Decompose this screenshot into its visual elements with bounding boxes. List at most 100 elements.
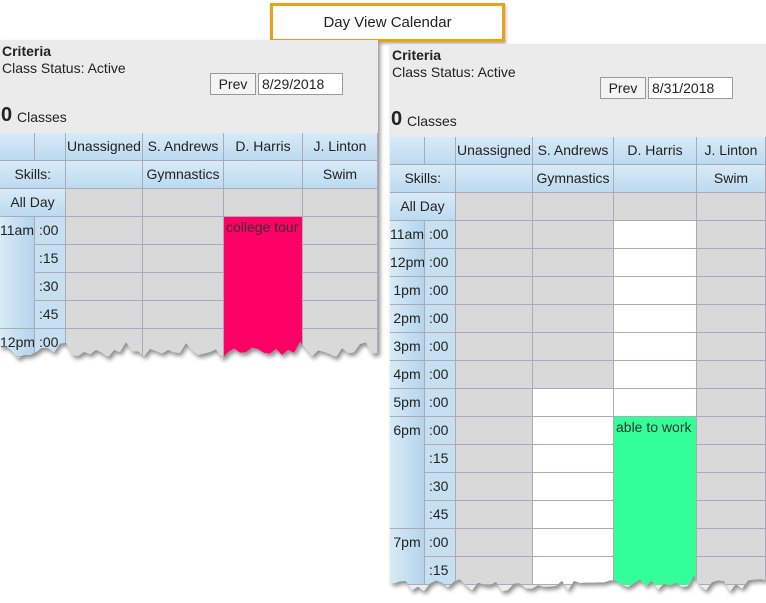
slot-cell bbox=[533, 417, 614, 445]
date-input[interactable]: 8/29/2018 bbox=[258, 73, 343, 95]
slot-cell bbox=[143, 245, 224, 273]
minute-label: :15 bbox=[35, 245, 66, 273]
slot-cell bbox=[614, 249, 697, 277]
minute-label: :00 bbox=[425, 361, 456, 389]
slot-cell bbox=[456, 277, 533, 305]
minute-label: :15 bbox=[425, 557, 456, 585]
slot-cell bbox=[456, 557, 533, 585]
skill-cell: Swim bbox=[303, 161, 378, 189]
criteria-label: Criteria bbox=[2, 43, 52, 59]
page-title: Day View Calendar bbox=[270, 3, 505, 42]
minute-label: :45 bbox=[35, 301, 66, 329]
minute-label: :00 bbox=[425, 333, 456, 361]
slot-cell bbox=[66, 301, 143, 329]
slot-cell bbox=[533, 305, 614, 333]
slot-cell bbox=[697, 417, 766, 445]
slot-cell bbox=[533, 389, 614, 417]
slot-cell bbox=[303, 329, 378, 357]
slot-cell bbox=[303, 245, 378, 273]
slot-cell bbox=[614, 305, 697, 333]
hour-label: 2pm bbox=[390, 305, 425, 333]
slot-cell bbox=[143, 329, 224, 357]
slot-cell bbox=[143, 301, 224, 329]
calendar-panel: Criteria Class Status: Active Prev 8/31/201… bbox=[390, 44, 766, 592]
slot-cell bbox=[533, 221, 614, 249]
slot-cell bbox=[456, 249, 533, 277]
slot-cell bbox=[697, 277, 766, 305]
hour-label: 4pm bbox=[390, 361, 425, 389]
minute-label: :30 bbox=[425, 473, 456, 501]
event-block[interactable]: college tour bbox=[224, 217, 302, 357]
minute-label: :00 bbox=[425, 221, 456, 249]
staff-column-header: J. Linton bbox=[303, 133, 378, 161]
slot-cell bbox=[456, 389, 533, 417]
all-day-label: All Day bbox=[0, 189, 66, 217]
skill-cell bbox=[614, 165, 697, 193]
slot-cell bbox=[697, 333, 766, 361]
hour-label: 6pm bbox=[390, 417, 425, 529]
skill-cell: Swim bbox=[697, 165, 766, 193]
all-day-cell bbox=[456, 193, 533, 221]
hour-label: 7pm bbox=[390, 529, 425, 585]
slot-cell bbox=[614, 361, 697, 389]
slot-cell bbox=[533, 529, 614, 557]
slot-cell bbox=[533, 473, 614, 501]
hour-label: 11am bbox=[390, 221, 425, 249]
hour-label: 11am bbox=[0, 217, 35, 329]
slot-cell bbox=[456, 529, 533, 557]
slot-cell bbox=[456, 361, 533, 389]
slot-cell bbox=[456, 221, 533, 249]
slot-cell bbox=[66, 217, 143, 245]
staff-column-header: D. Harris bbox=[224, 133, 303, 161]
slot-cell bbox=[456, 305, 533, 333]
prev-button[interactable]: Prev bbox=[210, 73, 256, 95]
slot-cell bbox=[303, 217, 378, 245]
calendar-panel-wrap: Criteria Class Status: Active Prev 8/31/201… bbox=[390, 44, 766, 596]
event-block[interactable]: able to work bbox=[614, 417, 696, 585]
slot-cell bbox=[697, 305, 766, 333]
slot-cell bbox=[303, 273, 378, 301]
slot-cell bbox=[456, 501, 533, 529]
slot-cell bbox=[66, 245, 143, 273]
criteria-label: Criteria bbox=[392, 47, 442, 63]
all-day-cell bbox=[224, 189, 303, 217]
all-day-cell bbox=[533, 193, 614, 221]
all-day-cell bbox=[143, 189, 224, 217]
minute-label: :00 bbox=[35, 329, 66, 357]
calendar-panel: Criteria Class Status: Active Prev 8/29/201… bbox=[0, 40, 378, 358]
slot-cell bbox=[697, 445, 766, 473]
skills-label: Skills: bbox=[390, 165, 456, 193]
minute-label: :15 bbox=[425, 445, 456, 473]
date-input[interactable]: 8/31/2018 bbox=[648, 77, 733, 99]
hour-label: 1pm bbox=[390, 277, 425, 305]
slot-cell bbox=[456, 417, 533, 445]
all-day-cell bbox=[697, 193, 766, 221]
all-day-cell bbox=[303, 189, 378, 217]
staff-column-header: D. Harris bbox=[614, 137, 697, 165]
class-count-label: Classes bbox=[407, 113, 457, 129]
all-day-cell bbox=[614, 193, 697, 221]
class-count: 0 bbox=[1, 104, 13, 126]
staff-column-header: Unassigned bbox=[456, 137, 533, 165]
minute-label: :00 bbox=[425, 417, 456, 445]
slot-cell bbox=[66, 273, 143, 301]
slot-cell bbox=[143, 217, 224, 245]
hour-label: 3pm bbox=[390, 333, 425, 361]
slot-cell bbox=[533, 361, 614, 389]
minute-label: :00 bbox=[425, 277, 456, 305]
staff-column-header: S. Andrews bbox=[533, 137, 614, 165]
slot-cell bbox=[614, 333, 697, 361]
minute-label: :30 bbox=[35, 273, 66, 301]
slot-cell bbox=[697, 473, 766, 501]
slot-cell bbox=[697, 557, 766, 585]
slot-cell bbox=[614, 277, 697, 305]
skill-cell bbox=[456, 165, 533, 193]
slot-cell bbox=[697, 501, 766, 529]
minute-label: :00 bbox=[425, 389, 456, 417]
slot-cell bbox=[303, 301, 378, 329]
skill-cell bbox=[66, 161, 143, 189]
all-day-label: All Day bbox=[390, 193, 456, 221]
slot-cell bbox=[533, 445, 614, 473]
prev-button[interactable]: Prev bbox=[600, 77, 646, 99]
slot-cell bbox=[66, 329, 143, 357]
